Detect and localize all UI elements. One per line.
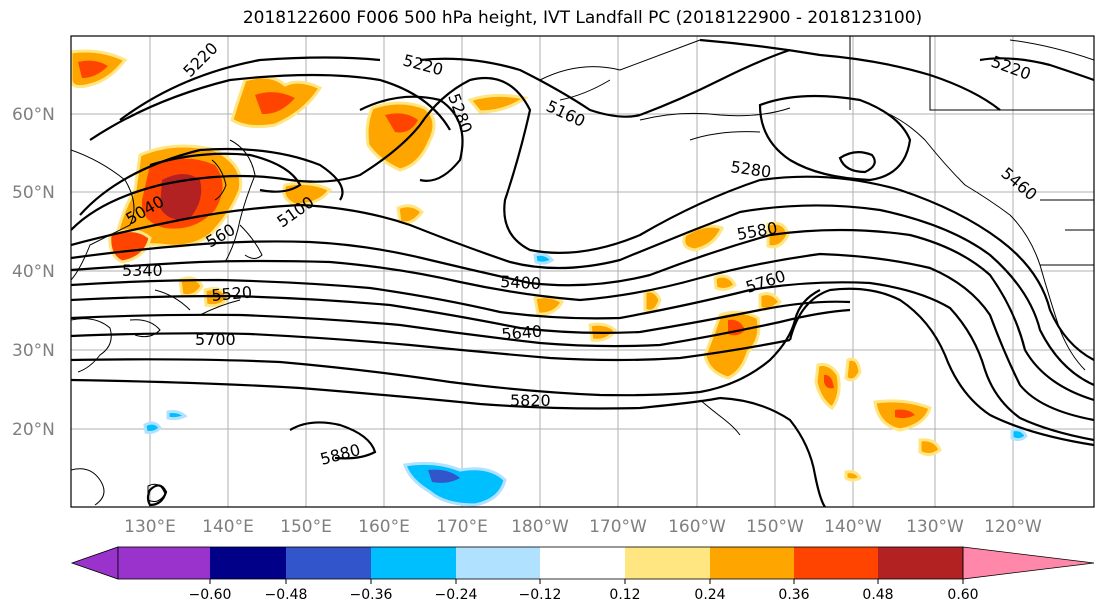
svg-text:5400: 5400: [500, 272, 542, 293]
lon-label: 170°E: [436, 517, 488, 537]
lat-label: 20°N: [12, 420, 55, 440]
coastlines: [71, 36, 1094, 506]
colorbar-tick-label: −0.24: [435, 587, 478, 601]
colorbar-tick-label: −0.36: [350, 587, 393, 601]
longitude-labels: 130°E 140°E 150°E 160°E 170°E 180°W 170°…: [124, 517, 1042, 537]
svg-text:5700: 5700: [195, 330, 236, 349]
lon-label: 180°W: [511, 517, 569, 537]
svg-text:5520: 5520: [211, 283, 253, 305]
colorbar-segment: [710, 547, 794, 579]
latitude-labels: 60°N 50°N 40°N 30°N 20°N: [12, 105, 55, 440]
lat-label: 50°N: [12, 183, 55, 203]
colorbar-tick-label: 0.48: [862, 587, 893, 601]
colorbar-segment: [286, 547, 371, 579]
colorbar-tick-label: 0.36: [778, 587, 809, 601]
lon-label: 160°W: [668, 517, 726, 537]
colorbar-arrow-right: [962, 546, 1095, 580]
svg-text:5820: 5820: [510, 391, 551, 410]
ivt-shading: [71, 49, 1028, 507]
lon-label: 130°E: [124, 517, 176, 537]
colorbar-tick-label: 0.24: [694, 587, 725, 601]
lon-label: 120°W: [984, 517, 1042, 537]
lon-label: 140°W: [824, 517, 882, 537]
lat-label: 40°N: [12, 262, 55, 282]
colorbar-tick-label: −0.48: [265, 587, 308, 601]
colorbar-ticks: −0.60 −0.48 −0.36 −0.24 −0.12 0.12 0.24 0.36 0.4…: [189, 579, 979, 601]
colorbar-segment: [540, 547, 625, 579]
height-contours: [71, 38, 1094, 507]
map-frame: [70, 35, 1095, 508]
colorbar-tick-label: 0.60: [947, 587, 978, 601]
colorbar-segment: [794, 547, 878, 579]
colorbar-arrow-left: [70, 546, 119, 580]
lon-label: 150°W: [746, 517, 804, 537]
lon-label: 140°E: [202, 517, 254, 537]
colorbar-tick-label: 0.12: [609, 587, 640, 601]
lon-label: 150°E: [280, 517, 332, 537]
svg-text:5340: 5340: [122, 261, 163, 280]
lon-label: 170°W: [589, 517, 647, 537]
colorbar-segment: [118, 547, 210, 579]
svg-text:5640: 5640: [501, 322, 543, 344]
colorbar-tick-label: −0.60: [189, 587, 232, 601]
colorbar-segment: [210, 547, 286, 579]
colorbar-segment: [625, 547, 710, 579]
colorbar: [70, 546, 1095, 580]
colorbar-segment: [456, 547, 540, 579]
lat-label: 30°N: [12, 341, 55, 361]
lon-label: 130°W: [906, 517, 964, 537]
lat-label: 60°N: [12, 105, 55, 125]
colorbar-segment: [371, 547, 456, 579]
map-title: 2018122600 F006 500 hPa height, IVT Land…: [242, 8, 923, 28]
colorbar-segment: [878, 547, 963, 579]
colorbar-tick-label: −0.12: [519, 587, 562, 601]
lon-label: 160°E: [358, 517, 410, 537]
